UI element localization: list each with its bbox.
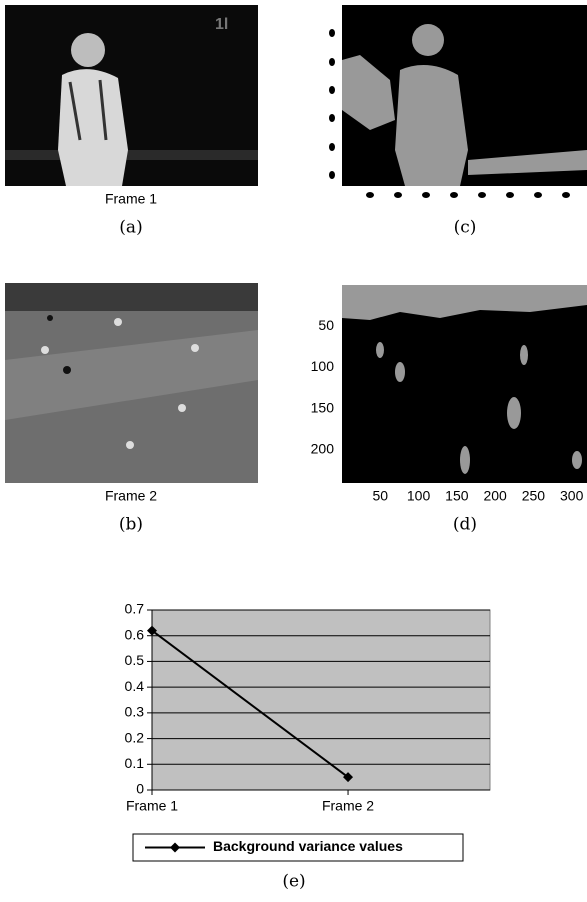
point: [147, 625, 157, 636]
x-tick-label: 300: [560, 488, 584, 504]
x-tick-label: 100: [407, 488, 431, 504]
y-tick-label: 0.2: [125, 729, 145, 745]
photo-frame-1: 1l: [5, 5, 258, 186]
y-tick-label: 0.3: [125, 704, 145, 720]
series-line: [151, 629, 349, 778]
y-tick-label: 0.5: [125, 652, 145, 668]
caption: Frame 2: [105, 488, 157, 504]
y-tick-label: 0.6: [125, 626, 145, 642]
photo-frame-2: [5, 283, 258, 483]
y-tick-label: 0.4: [125, 678, 145, 694]
x-tick-label: Frame 1: [126, 798, 178, 814]
y-tick-label: 100: [311, 358, 335, 374]
y-tick-label: 0.1: [125, 755, 145, 771]
segmentation-frame-2: [342, 285, 587, 483]
x-tick-label: Frame 2: [322, 798, 374, 814]
logo: 1l: [215, 16, 228, 33]
x-tick-label: 250: [522, 488, 546, 504]
panel-label: (a): [119, 218, 142, 238]
y-tick-label: 0: [136, 781, 144, 797]
y-tick-label: 150: [311, 399, 335, 415]
x-tick-label: 150: [445, 488, 469, 504]
plot-area: [151, 609, 491, 791]
y-tick-label: 0.7: [125, 601, 145, 617]
legend-marker: [170, 842, 180, 853]
legend-label: Background variance values: [213, 838, 403, 854]
panel-label: (e): [282, 872, 305, 892]
y-tick-label: 50: [318, 317, 334, 333]
panel-label: (b): [119, 515, 143, 535]
caption: Frame 1: [105, 191, 157, 207]
point: [343, 772, 354, 783]
x-tick-label: 200: [483, 488, 507, 504]
panel-label: (d): [453, 515, 477, 535]
y-tick-label: 200: [311, 441, 335, 457]
panel-label: (c): [454, 218, 477, 238]
x-tick-label: 50: [372, 488, 388, 504]
segmentation-frame-1: [329, 5, 587, 198]
